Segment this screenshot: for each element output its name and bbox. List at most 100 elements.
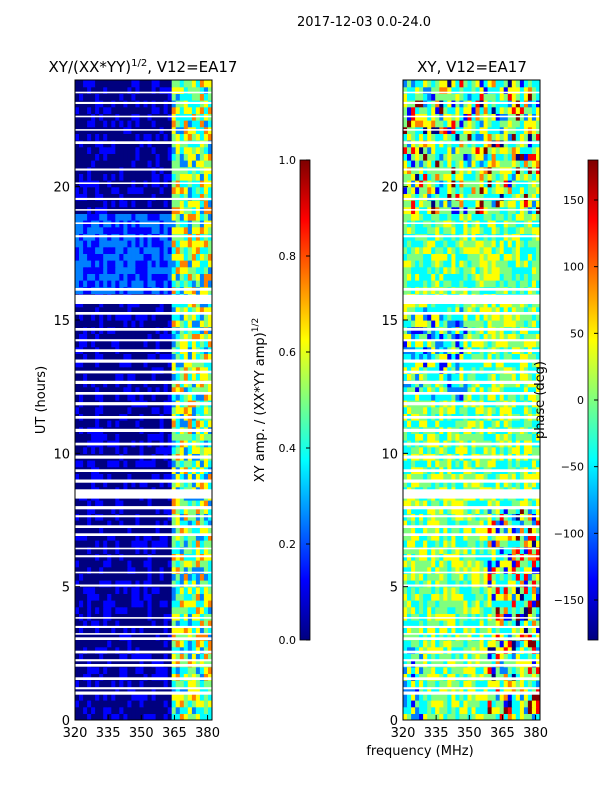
amp-cell: [115, 420, 120, 428]
phase-cell: [515, 500, 521, 508]
amp-cell: [103, 240, 108, 248]
phase-cell: [519, 446, 525, 454]
amp-cell: [95, 86, 100, 94]
amp-cell: [155, 200, 161, 208]
phase-cell: [415, 433, 420, 441]
amp-cell: [135, 446, 140, 454]
phase-cell: [483, 693, 489, 701]
phase-cell: [431, 520, 436, 528]
amp-cell: [139, 533, 145, 541]
phase-cell: [479, 500, 485, 508]
amp-cell: [83, 106, 88, 114]
phase-cell: [407, 606, 412, 614]
amp-cell: [75, 353, 80, 361]
amp-cell: [171, 146, 177, 154]
phase-cell: [439, 546, 444, 554]
amp-cell: [91, 253, 96, 261]
phase-cell: [531, 673, 537, 681]
phase-cell: [491, 580, 497, 588]
amp-cell: [99, 706, 104, 714]
amp-cell: [195, 700, 201, 708]
amp-cell: [199, 146, 205, 154]
amp-cell: [151, 666, 157, 674]
amp-cell: [99, 253, 104, 261]
amp-cell: [79, 606, 84, 614]
phase-cell: [527, 700, 533, 708]
amp-cell: [83, 500, 88, 508]
amp-cell: [175, 340, 181, 348]
phase-cell: [487, 433, 493, 441]
amp-cell: [107, 700, 112, 708]
amp-cell: [179, 253, 185, 261]
amp-cell: [163, 106, 169, 114]
amp-cell: [147, 693, 153, 701]
amp-cell: [115, 673, 120, 681]
phase-cell: [447, 586, 452, 594]
phase-cell: [423, 406, 428, 414]
amp-cell: [79, 473, 84, 481]
amp-cell: [191, 640, 197, 648]
phase-cell: [423, 613, 428, 621]
phase-cell: [455, 593, 460, 601]
amp-cell: [159, 406, 165, 414]
amp-cell: [119, 633, 124, 641]
amp-cell: [95, 393, 100, 401]
amp-cell: [175, 200, 181, 208]
amp-cell: [91, 566, 96, 574]
amp-cell: [139, 673, 145, 681]
amp-cell: [127, 546, 132, 554]
amp-cell: [155, 173, 161, 181]
phase-cell: [423, 546, 428, 554]
amp-cell: [187, 186, 193, 194]
phase-cell: [467, 580, 473, 588]
amp-cell: [139, 660, 145, 668]
amp-cell: [127, 706, 132, 714]
amp-cell: [95, 406, 100, 414]
phase-cell: [463, 680, 468, 688]
amp-cell: [115, 686, 120, 694]
amp-cell: [139, 246, 145, 254]
amp-cell: [111, 566, 116, 574]
amp-cell: [179, 366, 185, 374]
amp-cell: [147, 366, 153, 374]
amp-cell: [163, 600, 169, 608]
amp-cell: [123, 600, 128, 608]
amp-cell: [199, 353, 205, 361]
amp-cell: [155, 240, 161, 248]
phase-cell: [519, 606, 525, 614]
amp-cell: [151, 686, 157, 694]
amp-cell: [115, 366, 120, 374]
amp-cell: [195, 373, 201, 381]
phase-cell: [419, 526, 424, 534]
amp-cell: [111, 266, 116, 274]
amp-cell: [191, 560, 197, 568]
phase-cell: [475, 713, 481, 720]
amp-cell: [91, 433, 96, 441]
amp-cell: [107, 273, 112, 281]
amp-cell: [135, 693, 140, 701]
amp-cell: [171, 593, 177, 601]
amp-cell: [123, 420, 128, 428]
amp-cell: [79, 580, 84, 588]
phase-cell: [491, 646, 497, 654]
amp-cell: [208, 433, 212, 441]
amp-ytick-label: 15: [53, 314, 70, 329]
phase-cell: [503, 533, 509, 541]
amp-cell: [183, 693, 189, 701]
amp-cell: [107, 480, 112, 488]
amp-cell: [123, 633, 128, 641]
amp-cell: [159, 320, 165, 328]
amp-cell: [175, 333, 181, 341]
amp-cell: [167, 200, 173, 208]
amp-cell: [99, 620, 104, 628]
amp-cell: [83, 360, 88, 368]
phase-cell: [483, 613, 489, 621]
amp-cell: [151, 240, 157, 248]
phase-cell: [427, 673, 432, 681]
amp-cell: [163, 420, 169, 428]
phase-cell: [455, 520, 460, 528]
amp-cell: [147, 266, 153, 274]
phase-cell: [499, 406, 505, 414]
amp-cell: [195, 633, 201, 641]
phase-cell: [503, 526, 509, 534]
